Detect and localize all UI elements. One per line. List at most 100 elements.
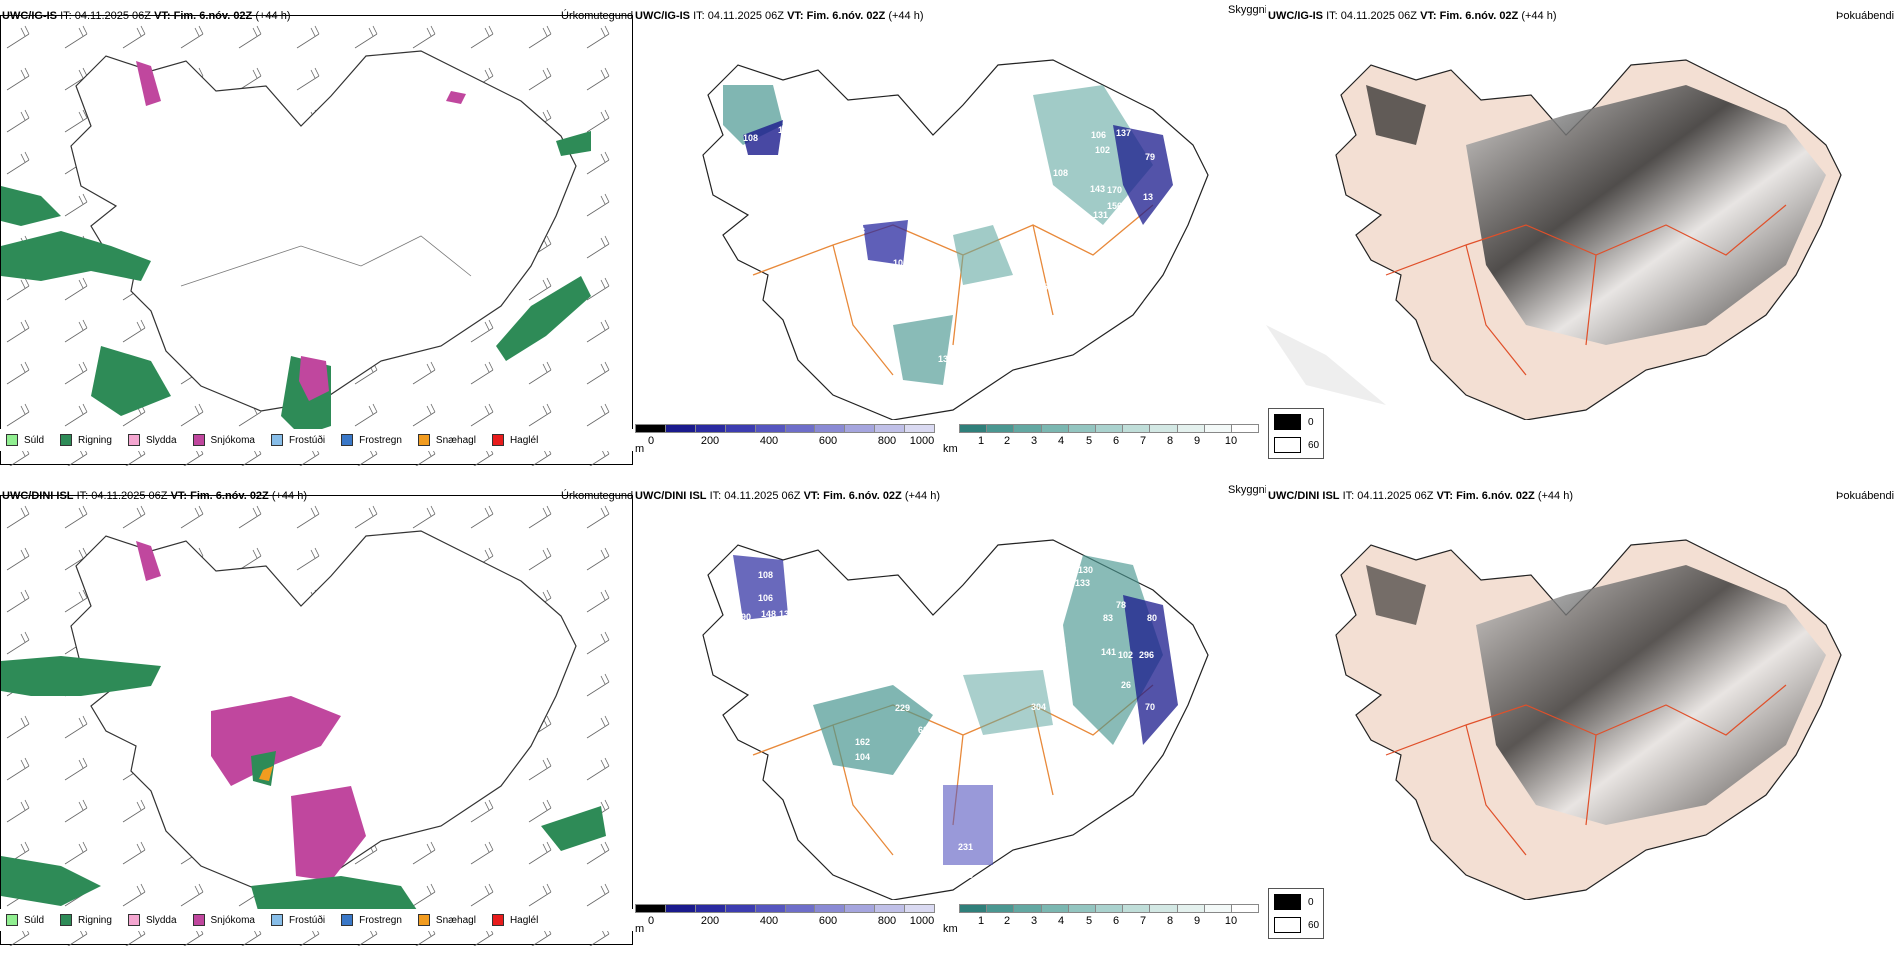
visibility-panel-bottom: UWC/DINI ISL IT: 04.11.2025 06Z VT: Fim.…	[633, 484, 1266, 936]
iceland-map	[1, 496, 633, 946]
rain-area	[91, 346, 171, 416]
road-lines	[1385, 684, 1787, 856]
legend-item-snow: Snjókoma	[192, 434, 255, 446]
height-colorbar-boxes	[635, 904, 936, 913]
iceland-map	[1, 16, 633, 466]
fog-index-legend: 0 60	[1268, 888, 1324, 939]
visibility-colorbar: 1 2 3 4 5 6 7 8 9 10	[959, 424, 1260, 456]
fog-legend-item: 0	[1269, 892, 1323, 912]
panel-title: Þokuábendi	[1836, 490, 1895, 502]
snow-area	[136, 541, 161, 581]
legend-item-freezing-rain: Frostregn	[341, 434, 402, 446]
fog-index-field	[1466, 85, 1826, 345]
fog-area	[863, 220, 908, 265]
legend-item-freezing-drizzle: Frostúði	[270, 914, 325, 926]
fog-index-legend: 0 60	[1268, 408, 1324, 459]
visibility-map	[633, 25, 1266, 421]
height-colorbar-ticks: 0 200 400 600 800 1000	[647, 915, 935, 927]
fog-area	[943, 785, 993, 865]
height-colorbar-ticks: 0 200 400 600 800 1000	[647, 435, 935, 447]
legend-item-drizzle: Súld	[6, 914, 44, 926]
legend-item-snow: Snjókoma	[192, 914, 255, 926]
road-lines	[752, 684, 1154, 856]
visibility-colorbar-ticks: 1 2 3 4 5 6 7 8 9 10	[977, 915, 1238, 927]
rain-area	[541, 806, 606, 851]
fog-index-map	[1266, 25, 1899, 421]
visibility-colorbar-boxes	[959, 424, 1260, 433]
iceland-map	[702, 539, 1209, 901]
offshore-fog-streak	[1266, 325, 1386, 405]
visibility-panel-top: UWC/IG-IS IT: 04.11.2025 06Z VT: Fim. 6.…	[633, 4, 1266, 456]
fog-area	[733, 555, 788, 620]
precip-map	[0, 15, 633, 466]
panel-title: Skyggni	[1228, 4, 1266, 16]
precip-type-panel-top: UWC/IG-IS IT: 04.11.2025 06Z VT: Fim. 6.…	[0, 0, 633, 475]
height-colorbar: 0 200 400 600 800 1000	[635, 424, 936, 456]
iceland-map	[1335, 539, 1842, 901]
fog-area	[1113, 125, 1173, 225]
fog-index-field	[1476, 565, 1826, 825]
low-visibility-area	[1033, 85, 1153, 225]
visibility-colorbar-ticks: 1 2 3 4 5 6 7 8 9 10	[977, 435, 1238, 447]
legend-item-rain: Rigning	[60, 434, 112, 446]
visibility-unit: km	[943, 443, 958, 455]
iceland-map	[1266, 59, 1842, 421]
rain-area	[556, 131, 591, 156]
visibility-map	[633, 505, 1266, 901]
low-visibility-area	[953, 225, 1013, 285]
snow-area	[446, 91, 466, 104]
height-colorbar: 0 200 400 600 800 1000	[635, 904, 936, 936]
snow-area	[291, 786, 366, 881]
snow-area	[299, 356, 329, 401]
legend-item-snow-pellets: Snæhagl	[417, 914, 476, 926]
panel-header: UWC/DINI ISL IT: 04.11.2025 06Z VT: Fim.…	[1268, 490, 1574, 502]
height-unit: m	[635, 443, 645, 455]
precip-type-legend: Súld Rigning Slydda Snjókoma Frostúði Fr…	[0, 429, 633, 451]
fog-index-map	[1266, 505, 1899, 901]
panel-header: UWC/IG-IS IT: 04.11.2025 06Z VT: Fim. 6.…	[1268, 10, 1557, 22]
visibility-colorbar-boxes	[959, 904, 1260, 913]
panel-header: UWC/DINI ISL IT: 04.11.2025 06Z VT: Fim.…	[635, 490, 941, 502]
legend-item-freezing-drizzle: Frostúði	[270, 434, 325, 446]
panel-title: Skyggni	[1228, 484, 1266, 496]
legend-item-sleet: Slydda	[127, 434, 177, 446]
fog-index-panel-top: UWC/IG-IS IT: 04.11.2025 06Z VT: Fim. 6.…	[1266, 0, 1899, 475]
precip-map	[0, 495, 633, 946]
road-lines	[180, 235, 472, 287]
low-visibility-area	[963, 670, 1053, 735]
precip-type-panel-bottom: UWC/DINI ISL IT: 04.11.2025 06Z VT: Fim.…	[0, 480, 633, 955]
fog-area	[1123, 595, 1178, 745]
iceland-map	[702, 59, 1209, 421]
snow-area	[211, 696, 341, 786]
height-colorbar-boxes	[635, 424, 936, 433]
road-lines	[1385, 204, 1787, 376]
rain-area	[1, 656, 161, 696]
legend-item-hail: Haglél	[491, 434, 538, 446]
panel-title: Þokuábendi	[1836, 10, 1895, 22]
precip-type-legend: Súld Rigning Slydda Snjókoma Frostúði Fr…	[0, 909, 633, 931]
legend-item-drizzle: Súld	[6, 434, 44, 446]
legend-item-rain: Rigning	[60, 914, 112, 926]
rain-area	[1, 186, 61, 226]
legend-item-hail: Haglél	[491, 914, 538, 926]
snow-pellets-area	[259, 766, 273, 781]
rain-area	[1, 231, 151, 281]
height-unit: m	[635, 923, 645, 935]
visibility-colorbar: 1 2 3 4 5 6 7 8 9 10	[959, 904, 1260, 936]
fog-legend-item: 0	[1269, 412, 1323, 432]
snow-area	[136, 61, 161, 106]
legend-item-snow-pellets: Snæhagl	[417, 434, 476, 446]
fog-legend-item: 60	[1269, 915, 1323, 935]
legend-item-freezing-rain: Frostregn	[341, 914, 402, 926]
panel-header: UWC/IG-IS IT: 04.11.2025 06Z VT: Fim. 6.…	[635, 10, 924, 22]
rain-area	[496, 276, 591, 361]
rain-area	[1, 856, 101, 906]
iceland-coastline	[70, 50, 577, 412]
fog-index-panel-bottom: UWC/DINI ISL IT: 04.11.2025 06Z VT: Fim.…	[1266, 480, 1899, 955]
low-visibility-area	[813, 685, 933, 775]
fog-legend-item: 60	[1269, 435, 1323, 455]
fog-index-field	[1366, 565, 1426, 625]
low-visibility-area	[893, 315, 953, 385]
fog-index-field	[1366, 85, 1426, 145]
legend-item-sleet: Slydda	[127, 914, 177, 926]
